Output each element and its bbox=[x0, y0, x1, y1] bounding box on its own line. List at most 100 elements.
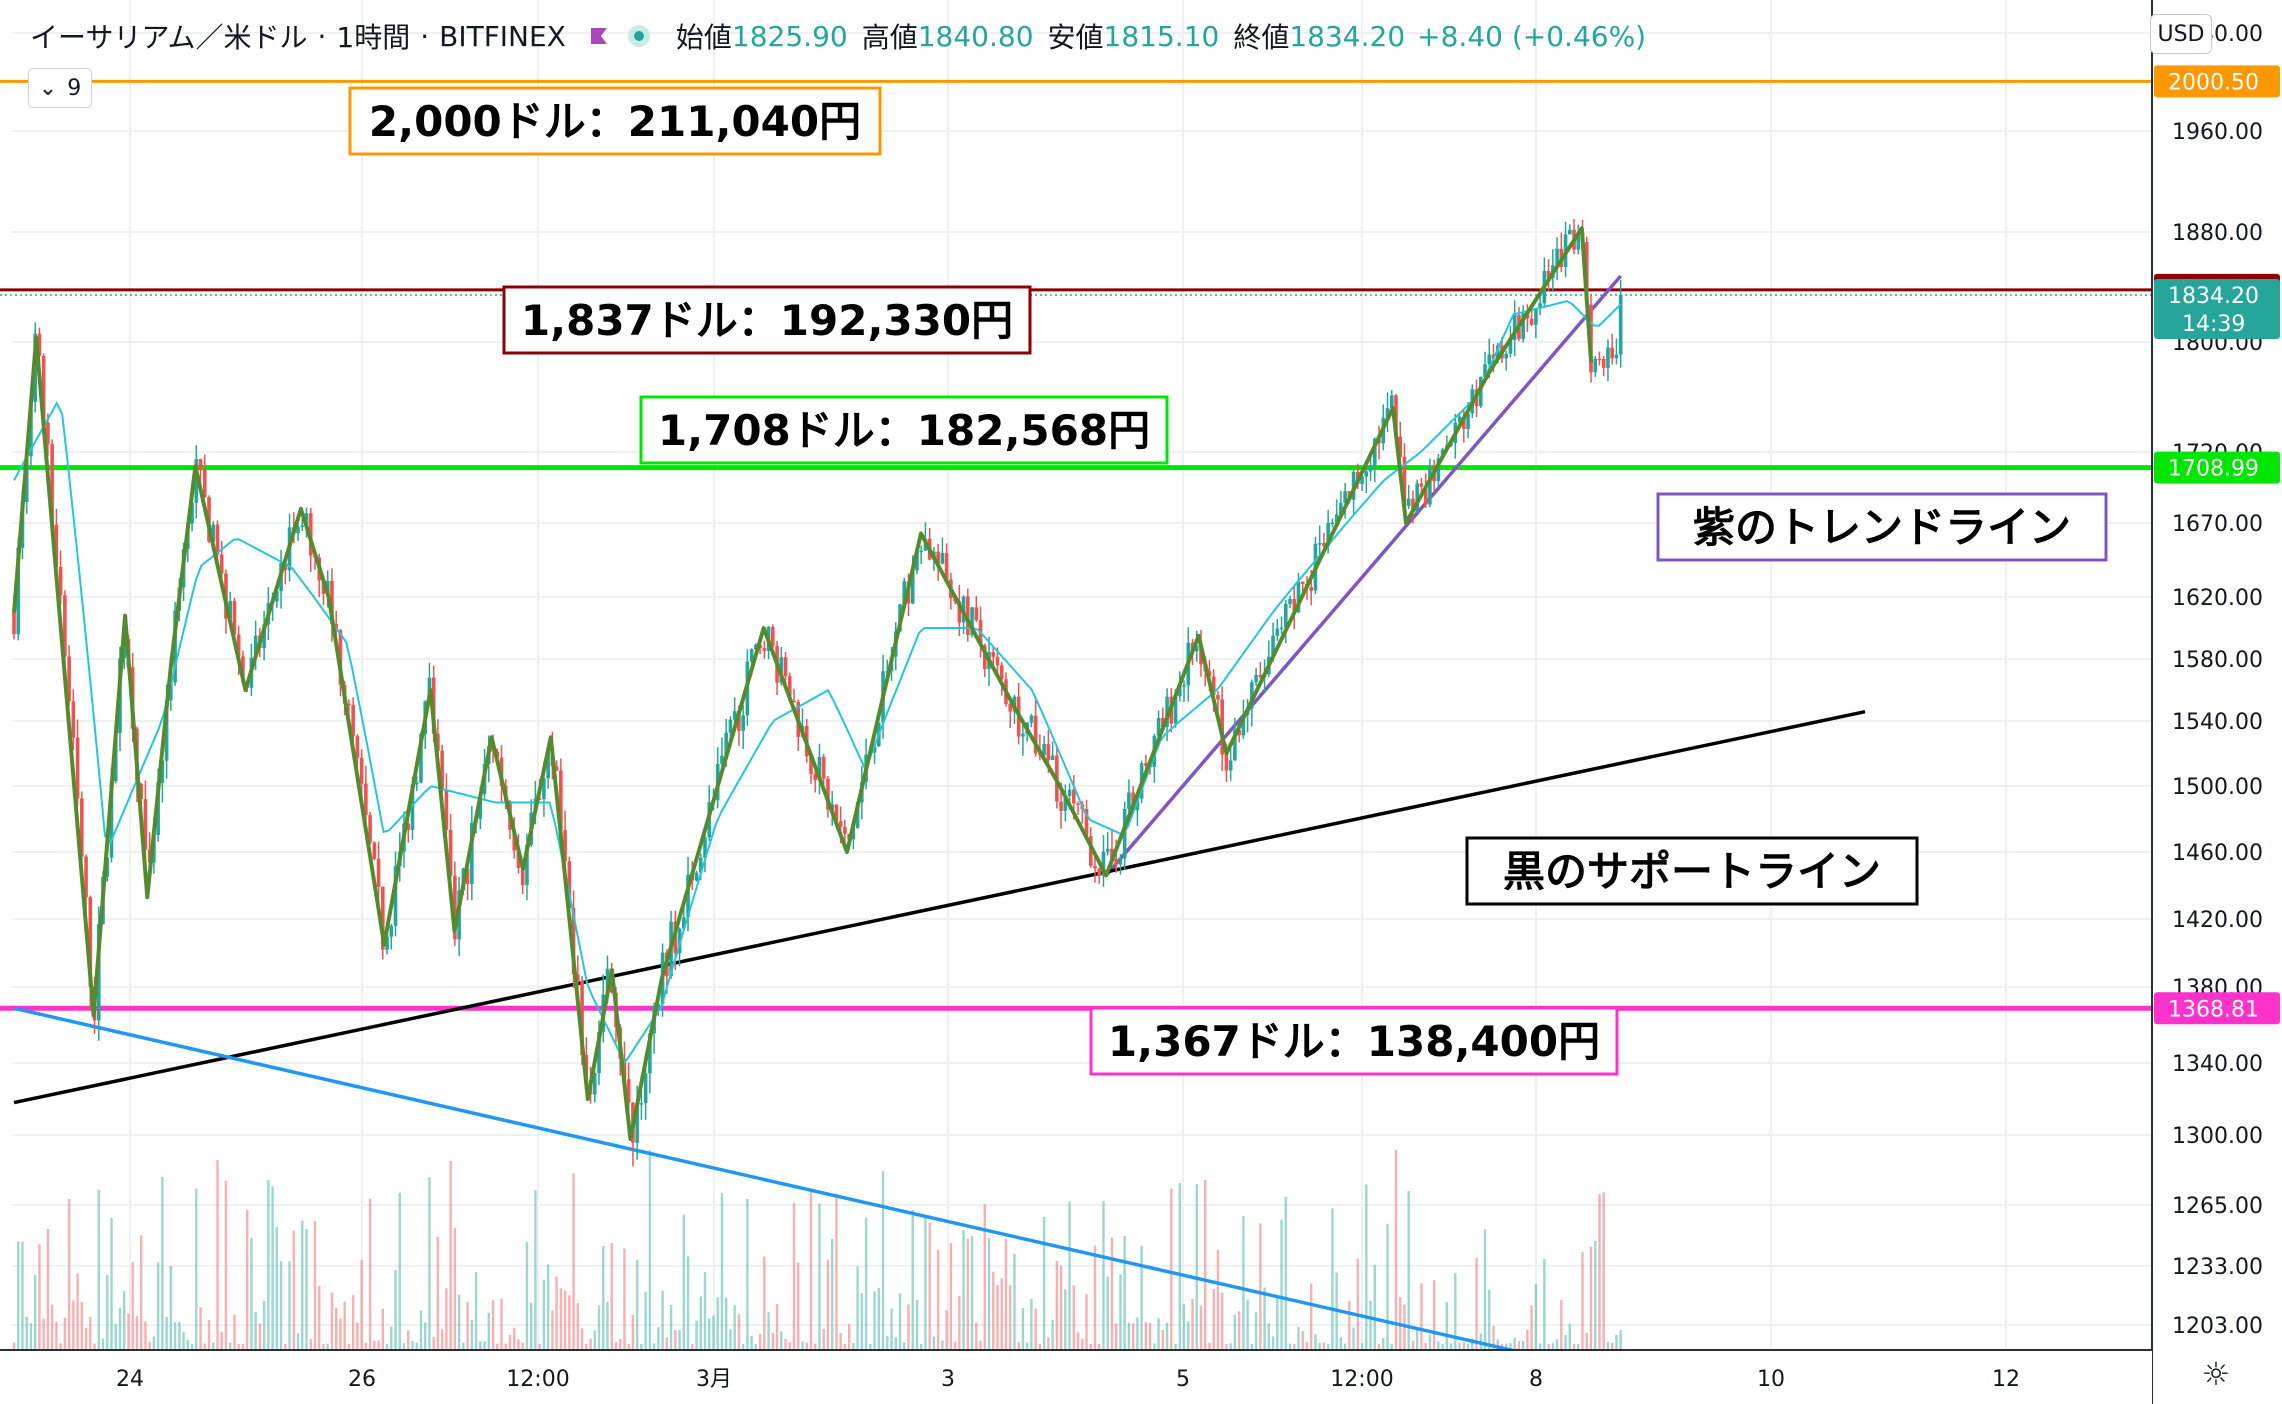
volume-bar bbox=[580, 1328, 584, 1350]
indicators-toggle-button[interactable]: ⌄ 9 bbox=[28, 68, 92, 108]
volume-bar bbox=[169, 1265, 173, 1350]
volume-bar bbox=[1572, 1343, 1576, 1350]
volume-bar bbox=[89, 1316, 92, 1350]
candle-body bbox=[190, 502, 194, 524]
volume-bar bbox=[377, 1340, 380, 1350]
candle-body bbox=[749, 649, 754, 662]
volume-bar bbox=[1530, 1305, 1533, 1350]
candle-body bbox=[1059, 801, 1063, 811]
candle-body bbox=[376, 858, 381, 887]
candle-body bbox=[520, 868, 525, 886]
volume-bar bbox=[797, 1262, 800, 1350]
volume-bar bbox=[46, 1228, 50, 1350]
volume-bar bbox=[63, 1317, 67, 1350]
volume-bar bbox=[1420, 1283, 1423, 1350]
volume-bar bbox=[33, 1274, 37, 1350]
volume-bar bbox=[932, 1336, 936, 1350]
settings-gear-icon[interactable]: ☼ bbox=[2201, 1355, 2231, 1393]
candle-body bbox=[1088, 836, 1093, 866]
volume-bar bbox=[830, 1238, 834, 1350]
volume-bar bbox=[525, 1242, 529, 1350]
volume-bar bbox=[1059, 1265, 1063, 1350]
candle-body bbox=[1546, 270, 1551, 279]
volume-bar bbox=[619, 1339, 622, 1350]
volume-bar bbox=[576, 1303, 580, 1350]
volume-bar bbox=[1136, 1317, 1139, 1350]
candle-body bbox=[516, 850, 521, 869]
candle-body bbox=[29, 401, 33, 457]
candle-body bbox=[1601, 359, 1606, 368]
volume-bar bbox=[1471, 1338, 1474, 1350]
volume-bar bbox=[1038, 1343, 1042, 1350]
candle-body bbox=[1457, 416, 1462, 423]
candle-body bbox=[1127, 792, 1131, 809]
volume-bar bbox=[470, 1319, 474, 1350]
volume-bar bbox=[1009, 1285, 1012, 1350]
candle-body bbox=[1406, 498, 1411, 506]
candle-body bbox=[817, 756, 822, 781]
volume-bar bbox=[881, 1171, 885, 1350]
volume-bar bbox=[568, 1295, 571, 1350]
candle-body bbox=[1093, 865, 1097, 869]
volume-bar bbox=[890, 1308, 893, 1350]
candle-body bbox=[1394, 395, 1398, 437]
volume-bar bbox=[334, 1307, 338, 1350]
volume-bar bbox=[1598, 1194, 1601, 1350]
candle-body bbox=[639, 1103, 644, 1105]
candle-body bbox=[453, 875, 457, 940]
candle-body bbox=[1317, 543, 1322, 545]
candle-body bbox=[67, 656, 71, 702]
volume-bar bbox=[25, 1316, 28, 1350]
candle-body bbox=[1008, 703, 1013, 712]
candle-body bbox=[1618, 294, 1623, 355]
candle-body bbox=[940, 553, 945, 564]
annotation-text: 紫のトレンドライン bbox=[1693, 503, 2071, 552]
volume-bar bbox=[1577, 1343, 1580, 1350]
interval-label[interactable]: 1時間 bbox=[336, 21, 411, 54]
candle-body bbox=[1033, 715, 1038, 754]
volume-bar bbox=[504, 1343, 507, 1350]
candle-body bbox=[626, 1079, 631, 1103]
volume-bar bbox=[12, 1342, 16, 1350]
candle-body bbox=[63, 595, 67, 657]
candle-body bbox=[1415, 483, 1419, 513]
market-status-icon bbox=[627, 25, 650, 47]
symbol-name[interactable]: イーサリアム／米ドル bbox=[30, 21, 308, 54]
volume-bar bbox=[190, 1343, 194, 1350]
flag-icon[interactable] bbox=[588, 25, 610, 47]
volume-bar bbox=[220, 1331, 223, 1350]
price-tick-label: 1580.00 bbox=[2172, 648, 2263, 673]
candle-body bbox=[368, 815, 372, 843]
candle-body bbox=[355, 736, 360, 758]
annotation-text: 2,000ドル：211,040円 bbox=[369, 97, 861, 146]
volume-bar bbox=[1369, 1300, 1372, 1350]
volume-bar bbox=[1047, 1337, 1050, 1350]
volume-bar bbox=[1488, 1289, 1491, 1350]
low-value: 1815.10 bbox=[1103, 19, 1220, 53]
candle-body bbox=[296, 526, 300, 534]
price-badge bbox=[2154, 278, 2280, 339]
candle-body bbox=[1046, 743, 1051, 761]
currency-button[interactable]: USD bbox=[2150, 14, 2212, 54]
candle-body bbox=[198, 459, 203, 470]
volume-bar bbox=[665, 1337, 669, 1350]
candle-body bbox=[1072, 789, 1076, 804]
volume-bar bbox=[407, 1330, 410, 1350]
candle-body bbox=[1029, 715, 1034, 723]
candle-body bbox=[1330, 522, 1335, 525]
candle-body bbox=[1326, 522, 1330, 547]
volume-bar bbox=[953, 1341, 957, 1350]
candle-body bbox=[109, 781, 114, 858]
volume-bar bbox=[1233, 1314, 1237, 1350]
candle-body bbox=[821, 756, 826, 779]
volume-bar bbox=[373, 1340, 376, 1350]
candle-body bbox=[813, 774, 818, 781]
volume-bar bbox=[1411, 1340, 1415, 1350]
candle-body bbox=[957, 601, 962, 623]
candle-body bbox=[1423, 486, 1428, 505]
time-tick-label: 8 bbox=[1529, 1367, 1543, 1392]
volume-bar bbox=[186, 1339, 190, 1350]
volume-bar bbox=[1284, 1196, 1287, 1350]
zigzag-overlay bbox=[12, 226, 1594, 1141]
